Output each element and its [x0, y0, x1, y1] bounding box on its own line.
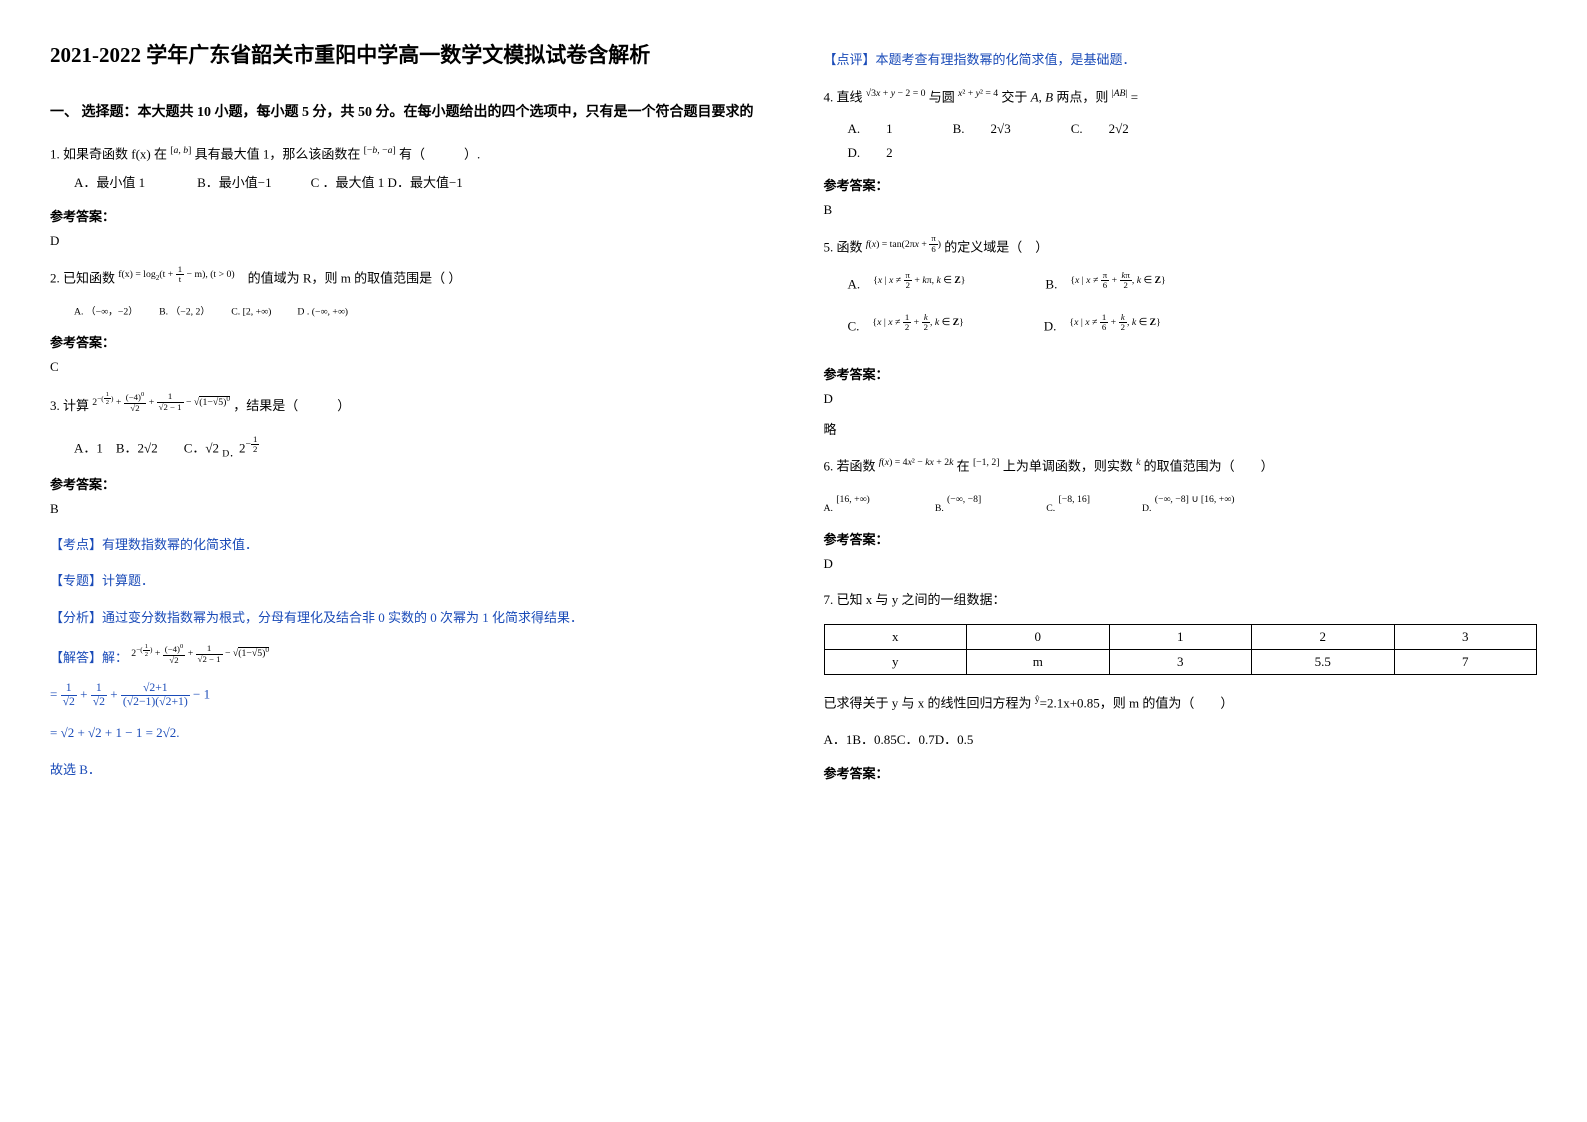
- cell: y: [824, 650, 967, 675]
- table-row: x 0 1 2 3: [824, 625, 1537, 650]
- cell: 3: [1394, 625, 1537, 650]
- q3-step2: = √2 + √2 + 1 − 1 = 2√2.: [50, 721, 764, 746]
- q7-opts: A．1B．0.85C．0.7D．0.5: [824, 728, 1538, 753]
- cell: 3: [1109, 650, 1252, 675]
- q5-ans2: 略: [824, 419, 1538, 438]
- q5-d: D. {x | x ≠ 16 + k2, k ∈ Z}: [1044, 313, 1161, 335]
- right-column: 【点评】本题考查有理指数幂的化简求值，是基础题． 4. 直线 √3x + y −…: [824, 40, 1538, 1082]
- left-column: 2021-2022 学年广东省韶关市重阳中学高一数学文模拟试卷含解析 一、 选择…: [50, 40, 764, 1082]
- q5-row2: C. {x | x ≠ 12 + k2, k ∈ Z} D. {x | x ≠ …: [848, 313, 1538, 335]
- q1-text: 1. 如果奇函数 f(x) 在 [a, b] 具有最大值 1，那么该函数在 [−…: [50, 142, 764, 167]
- q3-conc: 故选 B．: [50, 758, 764, 783]
- q5-text: 5. 函数 f(x) = tan(2πx + π6) 的定义域是（ ）: [824, 234, 1538, 260]
- q1-ans: D: [50, 233, 764, 249]
- exam-title: 2021-2022 学年广东省韶关市重阳中学高一数学文模拟试卷含解析: [50, 40, 764, 72]
- q6-text: 6. 若函数 f(x) = 4x² − kx + 2k 在 [−1, 2] 上为…: [824, 454, 1538, 479]
- q4-opts-row1: A. 1 B. 2√3 C. 2√2: [848, 118, 1538, 137]
- q4-b: B. 2√3: [953, 118, 1011, 137]
- section-a-head: 一、 选择题：本大题共 10 小题，每小题 5 分，共 50 分。在每小题给出的…: [50, 102, 764, 124]
- answer-label: 参考答案：: [824, 364, 1538, 383]
- answer-label: 参考答案：: [824, 529, 1538, 548]
- q2-ans: C: [50, 359, 764, 375]
- cell: 5.5: [1252, 650, 1395, 675]
- q2-text: 2. 已知函数 f(x) = log2(t + 1t − m), (t > 0)…: [50, 265, 764, 291]
- q3-kd: 【考点】有理数指数幂的化简求值．: [50, 533, 764, 558]
- q3-text: 3. 计算 2−(12) + (−4)0√2 + 1√2 − 1 − √(1−√…: [50, 391, 764, 419]
- cell: m: [967, 650, 1110, 675]
- cell: 0: [967, 625, 1110, 650]
- q5-b: B. {x | x ≠ π6 + kπ2, k ∈ Z}: [1045, 271, 1165, 293]
- q7-table: x 0 1 2 3 y m 3 5.5 7: [824, 624, 1538, 675]
- q2-opts: A. （−∞，−2） B. （−2, 2） C. [2, +∞) D . (−∞…: [74, 295, 764, 322]
- q3-ans: B: [50, 501, 764, 517]
- q3-step1: = 1√2 + 1√2 + √2+1(√2−1)(√2+1) − 1: [50, 682, 764, 709]
- q2-c: C. [2, +∞): [231, 307, 271, 318]
- q4-ans: B: [824, 202, 1538, 218]
- answer-label: 参考答案：: [50, 332, 764, 351]
- q1-opts: A．最小值 1 B．最小值−1 C ．最大值 1 D．最大值−1: [74, 171, 764, 196]
- q4-a: A. 1: [848, 118, 893, 137]
- q5-ans: D: [824, 391, 1538, 407]
- answer-label: 参考答案：: [50, 206, 764, 225]
- q7-text2: 已求得关于 y 与 x 的线性回归方程为 ŷ=2.1x+0.85，则 m 的值为…: [824, 691, 1538, 716]
- answer-label: 参考答案：: [824, 175, 1538, 194]
- cell: 7: [1394, 650, 1537, 675]
- q2-d: D . (−∞, +∞): [297, 307, 348, 318]
- table-row: y m 3 5.5 7: [824, 650, 1537, 675]
- answer-label: 参考答案：: [50, 474, 764, 493]
- q5-a: A. {x | x ≠ π2 + kπ, k ∈ Z}: [848, 271, 966, 293]
- q6-ans: D: [824, 556, 1538, 572]
- q2-b: B. （−2, 2）: [159, 307, 205, 318]
- cell: x: [824, 625, 967, 650]
- q3-zt: 【专题】计算题．: [50, 569, 764, 594]
- q5-row1: A. {x | x ≠ π2 + kπ, k ∈ Z} B. {x | x ≠ …: [848, 271, 1538, 293]
- q6-opts: A. [16, +∞) B. (−∞, −8] C. [−8, 16] D. (…: [824, 491, 1538, 518]
- q7-text: 7. 已知 x 与 y 之间的一组数据：: [824, 588, 1538, 613]
- answer-label: 参考答案：: [824, 763, 1538, 782]
- q5-c: C. {x | x ≠ 12 + k2, k ∈ Z}: [848, 313, 964, 335]
- q4-text: 4. 直线 √3x + y − 2 = 0 与圆 x² + y² = 4 交于 …: [824, 85, 1538, 110]
- cell: 2: [1252, 625, 1395, 650]
- q3-jd: 【解答】解： 2−(12) + (−4)0√2 + 1√2 − 1 − √(1−…: [50, 643, 764, 671]
- q2-a: A. （−∞，−2）: [74, 307, 133, 318]
- cell: 1: [1109, 625, 1252, 650]
- q3-fx: 【分析】通过变分数指数幂为根式，分母有理化及结合非 0 实数的 0 次幂为 1 …: [50, 606, 764, 631]
- q3-dp: 【点评】本题考查有理指数幂的化简求值，是基础题．: [824, 48, 1538, 73]
- q3-opts: A．1 B．2√2 C．√2 D．2−12: [74, 435, 764, 464]
- q4-c: C. 2√2: [1071, 118, 1129, 137]
- q4-d: D. 2: [848, 141, 1538, 166]
